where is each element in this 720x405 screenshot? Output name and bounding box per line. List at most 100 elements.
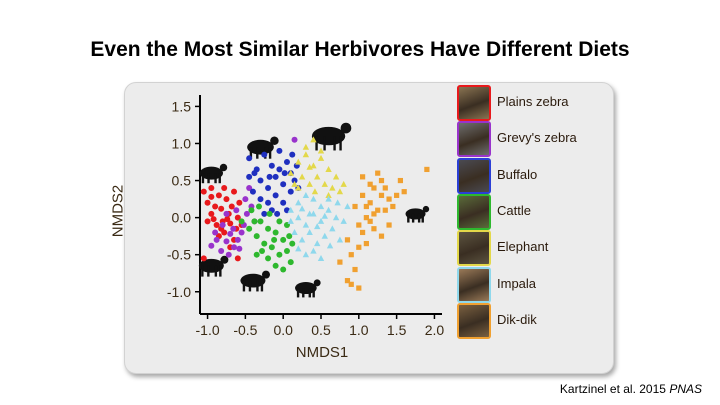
point-dik-dik-2 (352, 266, 358, 273)
point-cattle-20 (280, 266, 287, 273)
legend-item: Elephant (457, 230, 607, 267)
point-buffalo-14 (272, 192, 279, 199)
point-plains-zebra-9 (223, 196, 230, 203)
point-dik-dik-11 (386, 222, 392, 228)
point-impala-19 (340, 217, 347, 224)
legend-label: Buffalo (497, 166, 538, 182)
point-plains-zebra-5 (215, 192, 222, 199)
point-impala-2 (302, 221, 310, 228)
point-dik-dik-28 (344, 278, 351, 284)
point-dik-dik-35 (363, 203, 369, 210)
point-elephant-8 (306, 180, 313, 187)
point-cattle-24 (251, 218, 258, 225)
legend-label: Elephant (497, 239, 549, 255)
legend-photo (457, 157, 491, 194)
point-grevy-s-zebra-19 (291, 136, 298, 143)
point-plains-zebra-12 (227, 220, 234, 227)
point-elephant-6 (332, 173, 340, 180)
point-plains-zebra-21 (234, 255, 241, 262)
point-dik-dik-31 (386, 196, 392, 202)
point-grevy-s-zebra-15 (219, 222, 226, 229)
point-buffalo-17 (291, 177, 298, 184)
point-impala-29 (344, 203, 351, 210)
legend-item: Impala (457, 266, 607, 303)
point-impala-18 (325, 195, 332, 202)
x-tick-label: 2.0 (425, 322, 445, 338)
point-grevy-s-zebra-17 (212, 229, 219, 236)
point-elephant-21 (306, 163, 313, 170)
point-impala-11 (321, 232, 328, 239)
point-cattle-11 (283, 247, 290, 254)
point-plains-zebra-26 (208, 193, 215, 200)
point-grevy-s-zebra-2 (218, 247, 225, 254)
point-dik-dik-33 (359, 174, 366, 180)
point-dik-dik-4 (359, 229, 366, 236)
point-buffalo-28 (281, 170, 288, 177)
point-buffalo-13 (265, 199, 272, 206)
point-plains-zebra-29 (200, 255, 207, 262)
point-impala-27 (306, 210, 313, 217)
point-grevy-s-zebra-5 (225, 251, 232, 258)
point-buffalo-21 (276, 166, 283, 173)
point-cattle-15 (253, 251, 260, 258)
point-elephant-16 (295, 184, 302, 191)
point-cattle-17 (255, 203, 262, 210)
point-elephant-0 (287, 169, 294, 176)
point-cattle-6 (280, 236, 287, 243)
point-impala-16 (310, 195, 317, 202)
point-dik-dik-30 (371, 211, 377, 217)
point-grevy-s-zebra-12 (246, 184, 253, 191)
point-dik-dik-10 (382, 207, 388, 213)
point-cattle-5 (272, 229, 279, 236)
point-dik-dik-27 (356, 285, 362, 291)
legend-label: Dik-dik (497, 311, 537, 327)
point-dik-dik-5 (363, 215, 369, 221)
point-grevy-s-zebra-11 (242, 196, 249, 203)
point-buffalo-5 (283, 159, 290, 166)
legend-label: Plains zebra (497, 94, 569, 109)
point-dik-dik-24 (401, 189, 407, 195)
point-impala-7 (291, 229, 298, 236)
point-plains-zebra-8 (213, 222, 220, 229)
point-buffalo-27 (274, 210, 281, 217)
point-grevy-s-zebra-6 (231, 244, 238, 251)
y-tick-label: -1.0 (167, 284, 191, 300)
x-axis-label: NMDS1 (295, 344, 349, 361)
point-dik-dik-16 (352, 203, 358, 210)
point-cattle-16 (248, 207, 255, 214)
point-buffalo-26 (246, 173, 253, 180)
scatter-plot: 1.5 1.0 0.5 0.0 -0.5 -1.0 -1.0 -0.5 0.0 0.5 1.0 1.5… (167, 95, 445, 338)
point-dik-dik-6 (367, 200, 373, 206)
point-buffalo-15 (280, 199, 287, 206)
point-impala-21 (310, 247, 317, 254)
point-buffalo-22 (251, 170, 258, 177)
point-buffalo-6 (257, 177, 264, 184)
figure-panel (124, 82, 614, 374)
point-impala-15 (302, 191, 310, 198)
x-tick-label: -0.5 (233, 322, 257, 338)
y-tick-label: -0.5 (167, 247, 191, 263)
point-dik-dik-26 (348, 281, 354, 287)
citation: Kartzinel et al. 2015 PNAS (560, 382, 702, 396)
point-cattle-23 (271, 236, 278, 243)
point-grevy-s-zebra-10 (243, 210, 250, 217)
y-axis-label: NMDS2 (109, 184, 127, 238)
zebra-silhouette-2 (198, 255, 229, 277)
dikdik-silhouette (405, 205, 430, 223)
y-tick-label: 0.0 (172, 210, 192, 226)
point-elephant-3 (310, 162, 317, 169)
legend-item: Plains zebra (457, 85, 607, 121)
point-impala-9 (306, 229, 313, 236)
point-cattle-3 (257, 218, 264, 225)
point-impala-6 (332, 214, 340, 221)
point-buffalo-23 (289, 151, 296, 158)
point-elephant-7 (298, 173, 306, 180)
point-buffalo-8 (272, 173, 279, 180)
point-dik-dik-22 (394, 192, 400, 198)
point-plains-zebra-24 (236, 199, 243, 206)
point-impala-8 (298, 236, 306, 243)
point-impala-22 (317, 254, 325, 261)
point-cattle-1 (246, 225, 253, 232)
point-elephant-10 (321, 180, 328, 187)
citation-journal: PNAS (669, 382, 702, 396)
